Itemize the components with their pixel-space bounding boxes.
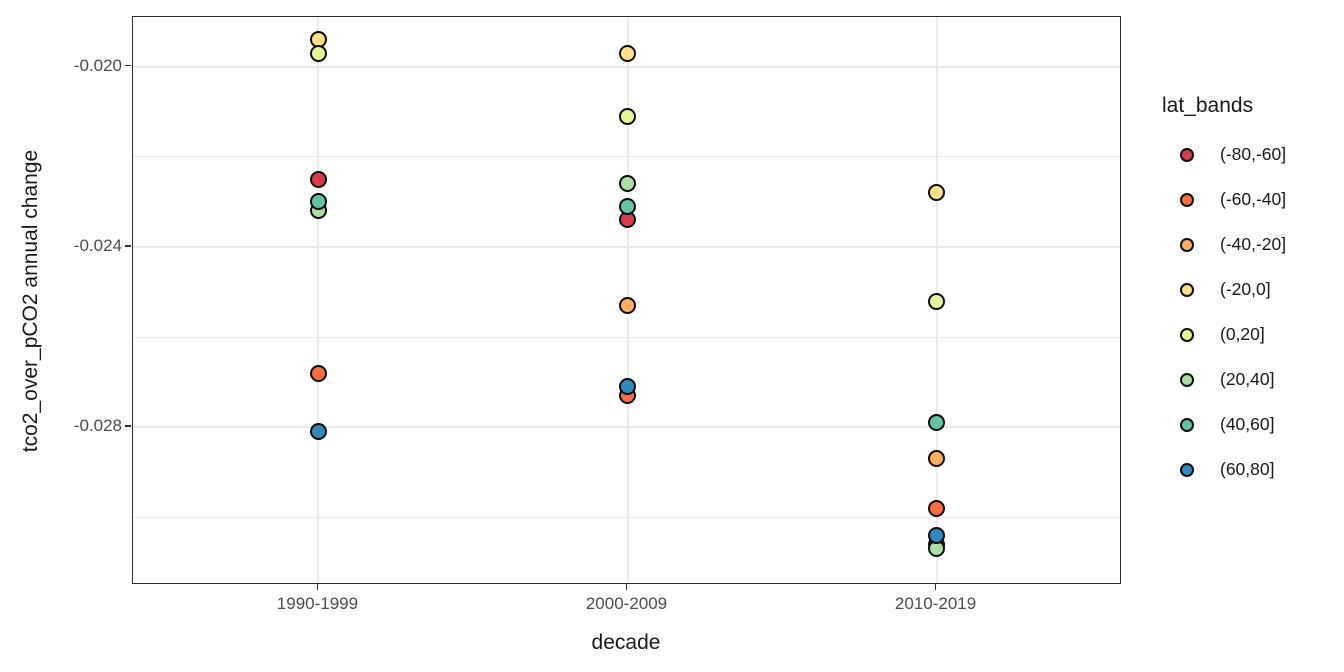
- legend-item: (40,60]: [1160, 402, 1342, 447]
- data-point: [619, 378, 636, 396]
- data-point: [619, 107, 636, 125]
- plot-panel: [132, 16, 1121, 584]
- x-tick-label: 2010-2019: [894, 594, 977, 613]
- y-tick-label: -0.028: [73, 416, 122, 436]
- data-point: [928, 184, 946, 202]
- legend-item-label: (-60,-40]: [1220, 189, 1287, 209]
- data-point: [309, 170, 327, 188]
- data-point: [928, 526, 946, 544]
- legend-item-label: (0,20]: [1220, 324, 1265, 344]
- legend-item-label: (60,80]: [1220, 459, 1275, 479]
- x-tick-mark: [316, 584, 319, 590]
- data-point: [309, 44, 327, 62]
- legend-item-label: (40,60]: [1220, 414, 1275, 434]
- legend-item: (20,40]: [1160, 357, 1342, 402]
- legend-swatch: [1180, 462, 1194, 477]
- x-tick-label: 2000-2009: [585, 594, 668, 613]
- x-axis-title: decade: [591, 631, 661, 654]
- legend-swatch: [1180, 237, 1194, 252]
- y-tick-mark: [125, 425, 131, 428]
- legend-swatch: [1180, 282, 1194, 297]
- legend-item: (60,80]: [1160, 447, 1342, 492]
- data-point: [928, 292, 946, 310]
- legend-item-label: (20,40]: [1220, 369, 1275, 389]
- legend: lat_bands (-80,-60] (-60,-40] (-40,-20] (-2…: [1160, 94, 1342, 492]
- data-point: [309, 193, 327, 211]
- legend-swatch: [1180, 147, 1194, 162]
- data-point: [928, 414, 946, 432]
- x-tick-label: 1990-1999: [276, 594, 359, 613]
- legend-swatch: [1180, 327, 1194, 342]
- data-point: [928, 450, 946, 468]
- y-tick-mark: [125, 64, 131, 67]
- data-point: [619, 197, 636, 215]
- legend-item: (-20,0]: [1160, 267, 1342, 312]
- legend-title: lat_bands: [1162, 94, 1254, 117]
- legend-swatch: [1180, 372, 1194, 387]
- legend-item: (-60,-40]: [1160, 177, 1342, 222]
- data-point: [619, 297, 636, 314]
- data-point: [928, 499, 946, 517]
- legend-swatch: [1180, 192, 1194, 207]
- y-tick-label: -0.020: [73, 55, 122, 75]
- legend-item: (-80,-60]: [1160, 132, 1342, 177]
- data-point: [619, 44, 636, 62]
- legend-item-label: (-20,0]: [1220, 279, 1271, 299]
- x-tick-mark: [934, 584, 937, 590]
- legend-item: (-40,-20]: [1160, 222, 1342, 267]
- x-tick-mark: [625, 584, 628, 590]
- data-point: [309, 364, 327, 382]
- legend-item-label: (-80,-60]: [1220, 144, 1287, 164]
- data-point: [309, 423, 327, 441]
- legend-item-label: (-40,-20]: [1220, 234, 1287, 254]
- legend-item: (0,20]: [1160, 312, 1342, 357]
- y-axis-title: tco2_over_pCO2 annual change: [19, 149, 42, 453]
- legend-items: (-80,-60] (-60,-40] (-40,-20] (-20,0] (0,20]…: [1160, 132, 1342, 492]
- data-point: [619, 175, 636, 193]
- y-tick-mark: [125, 245, 131, 247]
- legend-swatch: [1180, 417, 1194, 432]
- y-tick-label: -0.024: [73, 235, 122, 255]
- gridline-v-major: [317, 17, 320, 583]
